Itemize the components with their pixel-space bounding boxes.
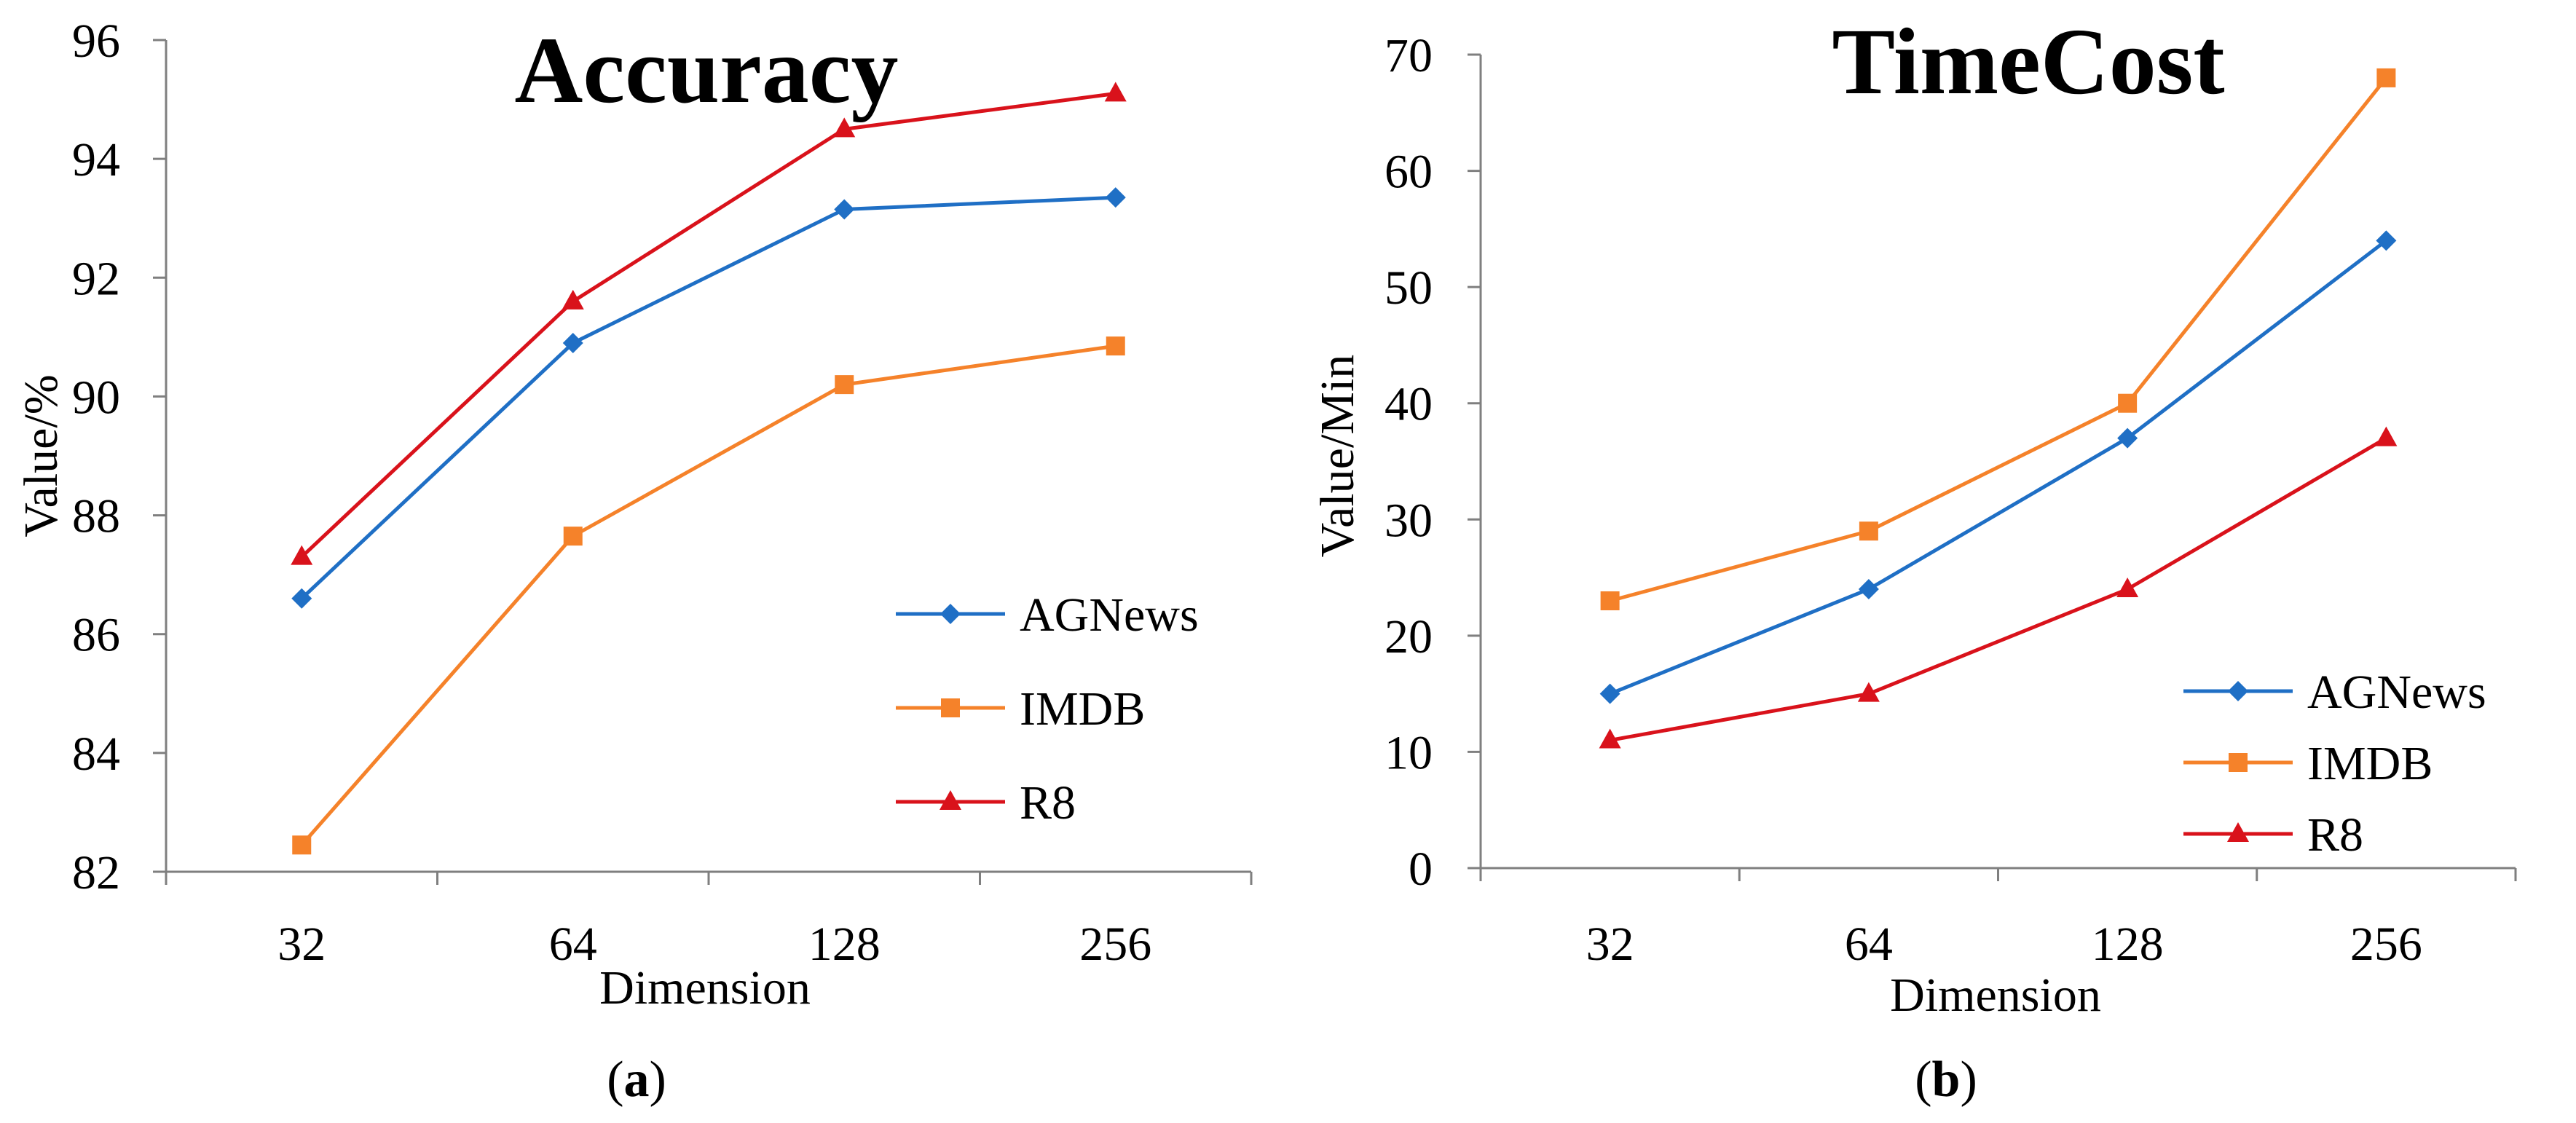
x-tick-label: 32 <box>1586 918 1634 971</box>
data-point-r8 <box>562 289 584 310</box>
series-line-imdb <box>300 344 1116 846</box>
y-tick-label: 88 <box>72 490 120 543</box>
x-tick-label: 128 <box>2092 918 2164 971</box>
y-axis-label: Value/Min <box>1311 355 1364 558</box>
data-point-agnews <box>1105 187 1126 208</box>
panel-label: (b) <box>1915 1052 1977 1108</box>
series-line-r8 <box>1610 436 2387 742</box>
data-point-r8 <box>2116 578 2139 598</box>
data-point-imdb <box>2376 68 2396 87</box>
y-tick-label: 92 <box>72 252 120 305</box>
y-tick-label: 10 <box>1384 726 1433 779</box>
data-point-imdb <box>1106 336 1125 356</box>
legend-marker-r8 <box>2227 822 2249 842</box>
x-tick-label: 64 <box>549 918 597 971</box>
data-point-agnews <box>834 199 855 220</box>
series-line-agnews <box>1609 239 2387 696</box>
x-tick-label: 256 <box>1079 918 1151 971</box>
legend-marker-agnews <box>2228 681 2248 701</box>
legend-marker-imdb <box>941 698 960 717</box>
data-point-imdb <box>563 527 583 546</box>
timecost-chart: TimeCost 0 10 20 30 40 50 60 70 32 64 128 256 Dimensi… <box>1311 9 2517 1108</box>
panel-label: (a) <box>607 1052 666 1108</box>
y-tick-label: 0 <box>1409 843 1433 896</box>
data-point-imdb <box>1859 521 1878 541</box>
y-tick-label: 90 <box>72 371 120 424</box>
y-tick-label: 86 <box>72 609 120 662</box>
data-point-r8 <box>291 545 313 565</box>
y-tick-label: 96 <box>72 15 120 68</box>
accuracy-chart: Accuracy 82 84 86 88 90 92 94 96 32 64 128 256 Dimens… <box>15 15 1253 1108</box>
x-tick-label: 32 <box>277 918 326 971</box>
data-point-agnews <box>1858 579 1879 600</box>
series-line-r8 <box>300 91 1116 559</box>
legend-marker-agnews <box>940 604 961 624</box>
legend-label-agnews: AGNews <box>2307 666 2486 719</box>
legend-marker-imdb <box>2229 753 2248 772</box>
y-tick-label: 70 <box>1384 29 1433 82</box>
data-point-agnews <box>562 333 583 354</box>
y-tick-label: 30 <box>1384 494 1433 547</box>
y-tick-label: 82 <box>72 846 120 899</box>
x-tick-label: 64 <box>1845 918 1893 971</box>
x-axis-label: Dimension <box>599 961 811 1014</box>
chart-title: Accuracy <box>515 18 899 123</box>
y-tick-label: 50 <box>1384 261 1433 315</box>
chart-title: TimeCost <box>1832 9 2224 114</box>
data-point-imdb <box>2118 393 2138 413</box>
data-point-imdb <box>292 835 312 855</box>
x-tick-label: 128 <box>808 918 881 971</box>
data-point-r8 <box>2375 426 2398 446</box>
data-point-agnews <box>1599 683 1620 704</box>
data-point-imdb <box>1600 591 1620 610</box>
legend-label-imdb: IMDB <box>2307 737 2433 790</box>
y-tick-label: 84 <box>72 728 120 781</box>
legend-label-agnews: AGNews <box>1020 588 1199 642</box>
series-line-agnews <box>300 195 1116 600</box>
data-point-r8 <box>1857 682 1880 702</box>
data-point-imdb <box>835 375 854 395</box>
y-tick-label: 60 <box>1384 146 1433 199</box>
data-point-agnews <box>291 588 312 609</box>
legend-label-r8: R8 <box>2307 808 2363 862</box>
x-tick-label: 256 <box>2350 918 2422 971</box>
legend-label-r8: R8 <box>1020 776 1076 830</box>
data-point-r8 <box>1104 82 1127 102</box>
x-axis-label: Dimension <box>1890 969 2101 1022</box>
series-line-imdb <box>1609 76 2388 603</box>
data-point-agnews <box>2117 427 2138 449</box>
y-tick-label: 94 <box>72 133 120 186</box>
legend-marker-r8 <box>940 790 961 810</box>
y-axis-label: Value/% <box>15 374 68 537</box>
data-point-r8 <box>833 117 856 138</box>
y-tick-label: 40 <box>1384 378 1433 431</box>
legend-label-imdb: IMDB <box>1020 682 1145 736</box>
y-tick-label: 20 <box>1384 610 1433 663</box>
data-point-agnews <box>2376 230 2397 251</box>
data-point-r8 <box>1599 728 1621 749</box>
